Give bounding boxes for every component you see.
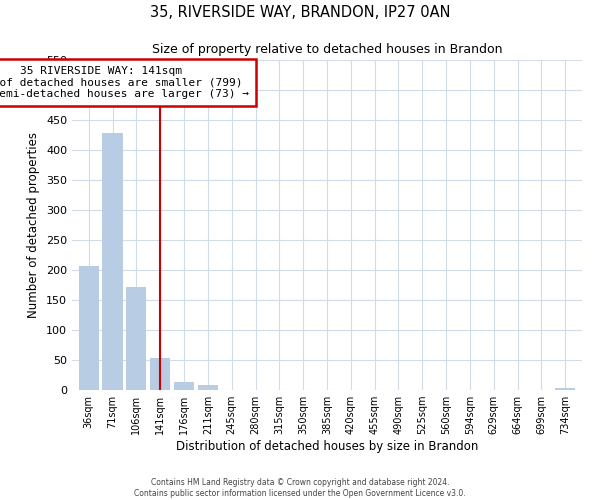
Title: Size of property relative to detached houses in Brandon: Size of property relative to detached ho… [152, 43, 502, 56]
Bar [555, 388, 575, 390]
Bar [103, 133, 122, 390]
Text: 35, RIVERSIDE WAY, BRANDON, IP27 0AN: 35, RIVERSIDE WAY, BRANDON, IP27 0AN [150, 5, 450, 20]
Bar [126, 287, 146, 390]
X-axis label: Distribution of detached houses by size in Brandon: Distribution of detached houses by size … [176, 440, 478, 453]
Bar [150, 358, 170, 390]
Bar [79, 266, 99, 390]
Bar [174, 382, 194, 390]
Text: Contains HM Land Registry data © Crown copyright and database right 2024.
Contai: Contains HM Land Registry data © Crown c… [134, 478, 466, 498]
Bar [198, 384, 218, 390]
Text: 35 RIVERSIDE WAY: 141sqm
← 91% of detached houses are smaller (799)
8% of semi-d: 35 RIVERSIDE WAY: 141sqm ← 91% of detach… [0, 66, 249, 99]
Y-axis label: Number of detached properties: Number of detached properties [28, 132, 40, 318]
